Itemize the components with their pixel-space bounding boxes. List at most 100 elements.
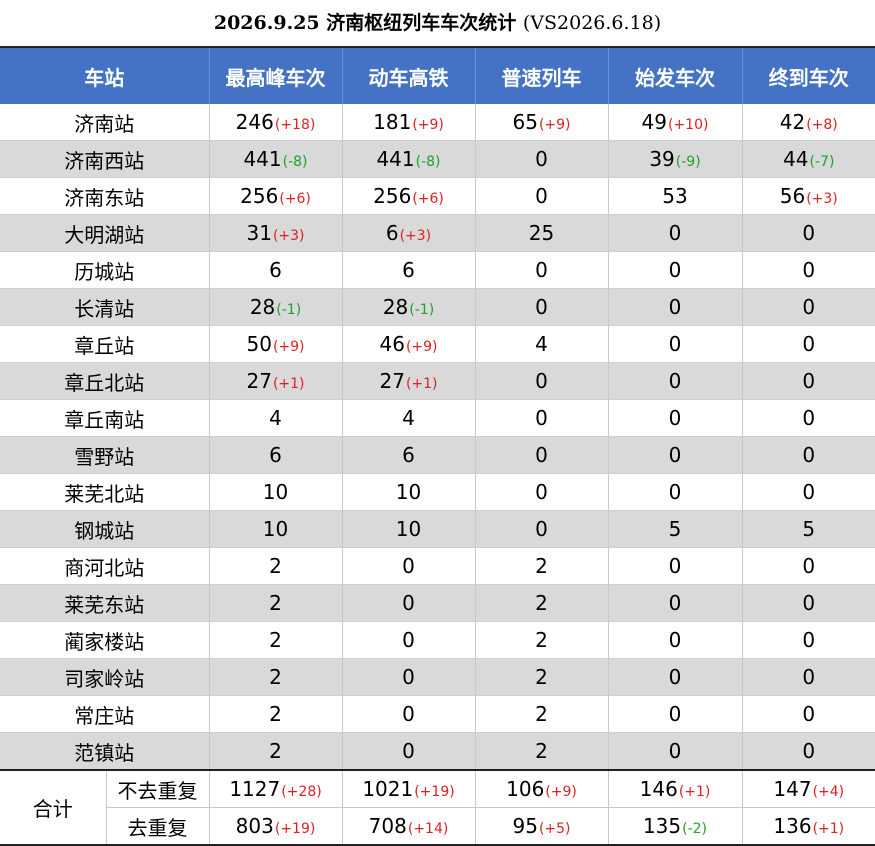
- totals-sublabel: 去重复: [105, 807, 209, 845]
- cell-value: 4: [402, 406, 415, 430]
- cell-originating: 5: [607, 510, 742, 548]
- table-row: 常庄站 2 0 2 0 0: [0, 695, 875, 733]
- cell-emu-hsr: 46(+9): [341, 325, 475, 363]
- cell-value: 31: [246, 221, 272, 245]
- cell-value: 256: [240, 184, 279, 208]
- cell-originating: 0: [607, 325, 742, 363]
- cell-regular: 0: [474, 288, 608, 326]
- cell-peak: 4: [208, 399, 342, 437]
- cell-change: (+6): [412, 191, 444, 207]
- table-row: 长清站 28(-1) 28(-1) 0 0 0: [0, 288, 875, 326]
- cell-value: 246: [235, 110, 274, 134]
- cell-originating: 0: [607, 251, 742, 289]
- cell-value: 441: [376, 147, 415, 171]
- cell-value: 4: [535, 332, 548, 356]
- cell-value: 0: [668, 295, 682, 319]
- table-row: 莱芜东站 2 0 2 0 0: [0, 584, 875, 622]
- cell-regular: 0: [474, 399, 608, 437]
- cell-station: 蔺家楼站: [0, 621, 209, 659]
- cell-terminating: 44(-7): [741, 140, 875, 178]
- cell-originating: 0: [607, 436, 742, 474]
- cell-value: 803: [235, 814, 274, 838]
- cell-emu-hsr: 441(-8): [341, 140, 475, 178]
- cell-value: 441: [243, 147, 282, 171]
- cell-value: 2: [269, 739, 282, 763]
- cell-peak: 2: [208, 732, 342, 770]
- table-row: 蔺家楼站 2 0 2 0 0: [0, 621, 875, 659]
- cell-terminating: 0: [741, 288, 875, 326]
- cell-terminating: 42(+8): [741, 104, 875, 141]
- cell-station: 章丘北站: [0, 362, 209, 400]
- cell-value: 136: [773, 814, 812, 838]
- cell-emu-hsr: 0: [341, 621, 475, 659]
- table-row: 莱芜北站 10 10 0 0 0: [0, 473, 875, 511]
- cell-change: (+4): [812, 784, 845, 800]
- cell-value: 1127: [229, 777, 281, 801]
- cell-peak: 1127(+28): [208, 769, 342, 808]
- cell-value: 5: [668, 517, 682, 541]
- cell-change: (+1): [812, 821, 845, 837]
- cell-peak: 803(+19): [208, 807, 342, 845]
- cell-emu-hsr: 256(+6): [341, 177, 475, 215]
- cell-peak: 10: [208, 510, 342, 548]
- cell-value: 0: [402, 702, 415, 726]
- cell-station: 司家岭站: [0, 658, 209, 696]
- train-count-table: 车站 最高峰车次 动车高铁 普速列车 始发车次 终到车次 济南站 246(+18)…: [0, 46, 875, 846]
- cell-value: 0: [402, 665, 415, 689]
- cell-terminating: 0: [741, 251, 875, 289]
- cell-change: (+9): [538, 117, 571, 133]
- cell-change: (+9): [412, 117, 444, 133]
- cell-value: 0: [535, 258, 548, 282]
- cell-change: (+3): [272, 228, 305, 244]
- cell-change: (-8): [415, 154, 441, 170]
- cell-value: 0: [668, 739, 682, 763]
- cell-change: (+1): [272, 376, 305, 392]
- cell-value: 39: [649, 147, 675, 171]
- cell-value: 2: [535, 628, 548, 652]
- cell-peak: 28(-1): [208, 288, 342, 326]
- cell-originating: 49(+10): [607, 104, 742, 141]
- table-totals: 合计 不去重复 1127(+28) 1021(+19) 106(+9) 146(+1) 14…: [0, 769, 875, 845]
- cell-emu-hsr: 28(-1): [341, 288, 475, 326]
- cell-value: 27: [379, 369, 405, 393]
- cell-value: 6: [269, 443, 282, 467]
- cell-regular: 0: [474, 140, 608, 178]
- cell-change: (+8): [806, 117, 838, 133]
- cell-change: (+9): [405, 339, 438, 355]
- cell-regular: 2: [474, 621, 608, 659]
- totals-row: 合计 不去重复 1127(+28) 1021(+19) 106(+9) 146(+1) 14…: [0, 769, 875, 845]
- table-row: 济南东站 256(+6) 256(+6) 0 53 56(+3): [0, 177, 875, 215]
- cell-value: 0: [802, 369, 816, 393]
- cell-terminating: 147(+4): [741, 769, 875, 808]
- cell-value: 0: [402, 591, 415, 615]
- cell-peak: 31(+3): [208, 214, 342, 252]
- cell-value: 0: [535, 406, 548, 430]
- cell-value: 28: [249, 295, 276, 319]
- cell-originating: 0: [607, 214, 742, 252]
- cell-change: (+9): [272, 339, 305, 355]
- cell-value: 135: [642, 814, 682, 838]
- cell-value: 2: [269, 665, 282, 689]
- cell-terminating: 0: [741, 325, 875, 363]
- cell-change: (+3): [399, 228, 432, 244]
- cell-peak: 2: [208, 584, 342, 622]
- cell-value: 10: [395, 517, 422, 541]
- cell-terminating: 0: [741, 399, 875, 437]
- cell-peak: 2: [208, 621, 342, 659]
- cell-value: 0: [668, 480, 682, 504]
- cell-peak: 6: [208, 436, 342, 474]
- cell-terminating: 136(+1): [741, 807, 875, 845]
- cell-regular: 0: [474, 510, 608, 548]
- cell-value: 0: [802, 591, 816, 615]
- cell-value: 5: [802, 517, 816, 541]
- cell-station: 雪野站: [0, 436, 209, 474]
- cell-value: 0: [668, 628, 682, 652]
- cell-value: 0: [535, 184, 548, 208]
- cell-value: 0: [402, 739, 415, 763]
- cell-change: (-2): [682, 821, 708, 837]
- cell-change: (+6): [279, 191, 311, 207]
- cell-station: 莱芜东站: [0, 584, 209, 622]
- cell-change: (+1): [405, 376, 438, 392]
- cell-originating: 39(-9): [607, 140, 742, 178]
- cell-value: 0: [802, 480, 816, 504]
